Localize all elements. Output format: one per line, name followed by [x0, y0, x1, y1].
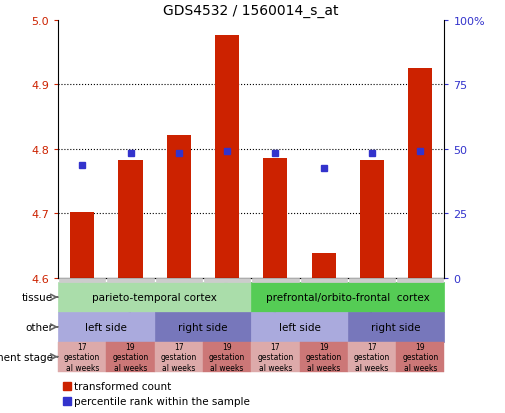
Text: 19
gestation
al weeks: 19 gestation al weeks [209, 342, 245, 372]
Text: 19
gestation
al weeks: 19 gestation al weeks [306, 342, 342, 372]
Text: 19
gestation
al weeks: 19 gestation al weeks [402, 342, 438, 372]
Text: left side: left side [279, 322, 321, 332]
Text: parieto-temporal cortex: parieto-temporal cortex [92, 292, 217, 302]
Bar [360, 161, 384, 278]
Text: left side: left side [85, 322, 127, 332]
Bar [215, 36, 239, 278]
Bar [408, 69, 432, 278]
Bar [70, 212, 94, 278]
Text: 17
gestation
al weeks: 17 gestation al weeks [257, 342, 293, 372]
Text: tissue: tissue [22, 292, 53, 302]
Text: 17
gestation
al weeks: 17 gestation al weeks [64, 342, 100, 372]
Bar [263, 159, 287, 278]
Text: transformed count: transformed count [74, 381, 172, 391]
Text: right side: right side [371, 322, 421, 332]
Text: percentile rank within the sample: percentile rank within the sample [74, 396, 250, 406]
Title: GDS4532 / 1560014_s_at: GDS4532 / 1560014_s_at [164, 4, 339, 18]
Text: development stage: development stage [0, 352, 53, 362]
Text: 17
gestation
al weeks: 17 gestation al weeks [161, 342, 197, 372]
Bar [312, 254, 336, 278]
Text: other: other [25, 322, 53, 332]
Text: prefrontal/orbito-frontal  cortex: prefrontal/orbito-frontal cortex [266, 292, 430, 302]
Bar [119, 161, 142, 278]
Text: right side: right side [178, 322, 228, 332]
Bar [167, 135, 191, 278]
Text: 19
gestation
al weeks: 19 gestation al weeks [113, 342, 148, 372]
Text: 17
gestation
al weeks: 17 gestation al weeks [354, 342, 390, 372]
